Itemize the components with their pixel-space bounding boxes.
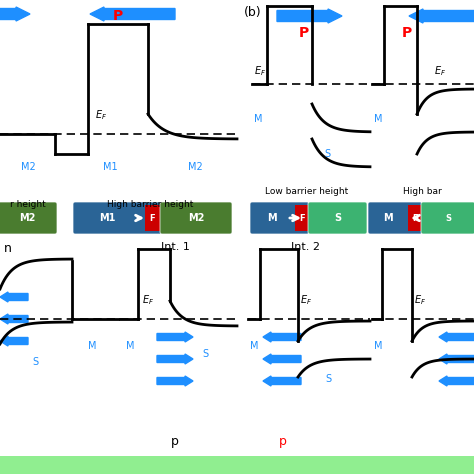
FancyBboxPatch shape: [250, 202, 309, 234]
FancyArrow shape: [157, 376, 193, 386]
Text: M: M: [88, 341, 96, 351]
FancyArrow shape: [277, 9, 342, 23]
Text: M1: M1: [103, 162, 117, 172]
Text: M2: M2: [188, 162, 202, 172]
FancyBboxPatch shape: [421, 202, 474, 234]
FancyBboxPatch shape: [368, 202, 422, 234]
Text: S: S: [324, 149, 330, 159]
Text: n: n: [4, 242, 12, 255]
Text: $E_F$: $E_F$: [414, 293, 426, 307]
Text: M: M: [126, 341, 134, 351]
Text: Low barrier height: Low barrier height: [265, 187, 348, 196]
Text: Int. 1: Int. 1: [161, 242, 190, 252]
Text: F: F: [149, 213, 155, 222]
Text: M: M: [383, 213, 393, 223]
Text: M1: M1: [99, 213, 115, 223]
Text: S: S: [325, 374, 331, 384]
FancyArrow shape: [263, 332, 301, 342]
FancyArrow shape: [263, 354, 301, 364]
Text: Int. 2: Int. 2: [292, 242, 320, 252]
Text: $E_F$: $E_F$: [95, 108, 107, 122]
Text: S: S: [32, 357, 38, 367]
Text: M: M: [267, 213, 277, 223]
Text: M2: M2: [188, 213, 204, 223]
Text: r height: r height: [10, 200, 46, 209]
Text: M2: M2: [21, 162, 36, 172]
Bar: [408, 205, 422, 231]
Text: S: S: [202, 349, 208, 359]
Text: P: P: [299, 26, 309, 40]
Text: $E_F$: $E_F$: [142, 293, 154, 307]
FancyBboxPatch shape: [73, 202, 232, 234]
FancyArrow shape: [0, 292, 28, 302]
Text: $E_F$: $E_F$: [434, 64, 446, 78]
Text: $E_F$: $E_F$: [300, 293, 312, 307]
FancyArrow shape: [409, 9, 474, 23]
Text: (b): (b): [244, 6, 262, 19]
Text: $E_F$: $E_F$: [254, 64, 266, 78]
FancyArrow shape: [439, 332, 474, 342]
FancyArrow shape: [90, 7, 175, 21]
FancyArrow shape: [0, 336, 28, 346]
FancyArrow shape: [439, 354, 474, 364]
Text: F: F: [299, 213, 305, 222]
Text: S: S: [445, 213, 451, 222]
Text: M2: M2: [19, 213, 35, 223]
FancyBboxPatch shape: [308, 202, 367, 234]
Text: M: M: [250, 341, 258, 351]
FancyArrow shape: [263, 376, 301, 386]
FancyArrow shape: [157, 354, 193, 364]
Text: M: M: [374, 114, 383, 124]
FancyBboxPatch shape: [160, 202, 232, 234]
Bar: [295, 205, 309, 231]
Text: M: M: [254, 114, 263, 124]
FancyArrow shape: [157, 332, 193, 342]
FancyBboxPatch shape: [0, 202, 57, 234]
Text: M: M: [374, 341, 383, 351]
Text: p: p: [171, 435, 179, 448]
Text: P: P: [402, 26, 412, 40]
Bar: [145, 205, 160, 231]
Text: p: p: [279, 435, 287, 448]
Text: High bar: High bar: [402, 187, 441, 196]
FancyArrow shape: [439, 376, 474, 386]
Text: S: S: [335, 213, 342, 223]
Text: F: F: [412, 213, 418, 222]
Bar: [0, 456, 474, 474]
FancyArrow shape: [0, 7, 30, 21]
Text: P: P: [113, 9, 123, 23]
Text: High barrier height: High barrier height: [107, 200, 193, 209]
FancyArrow shape: [0, 314, 28, 324]
